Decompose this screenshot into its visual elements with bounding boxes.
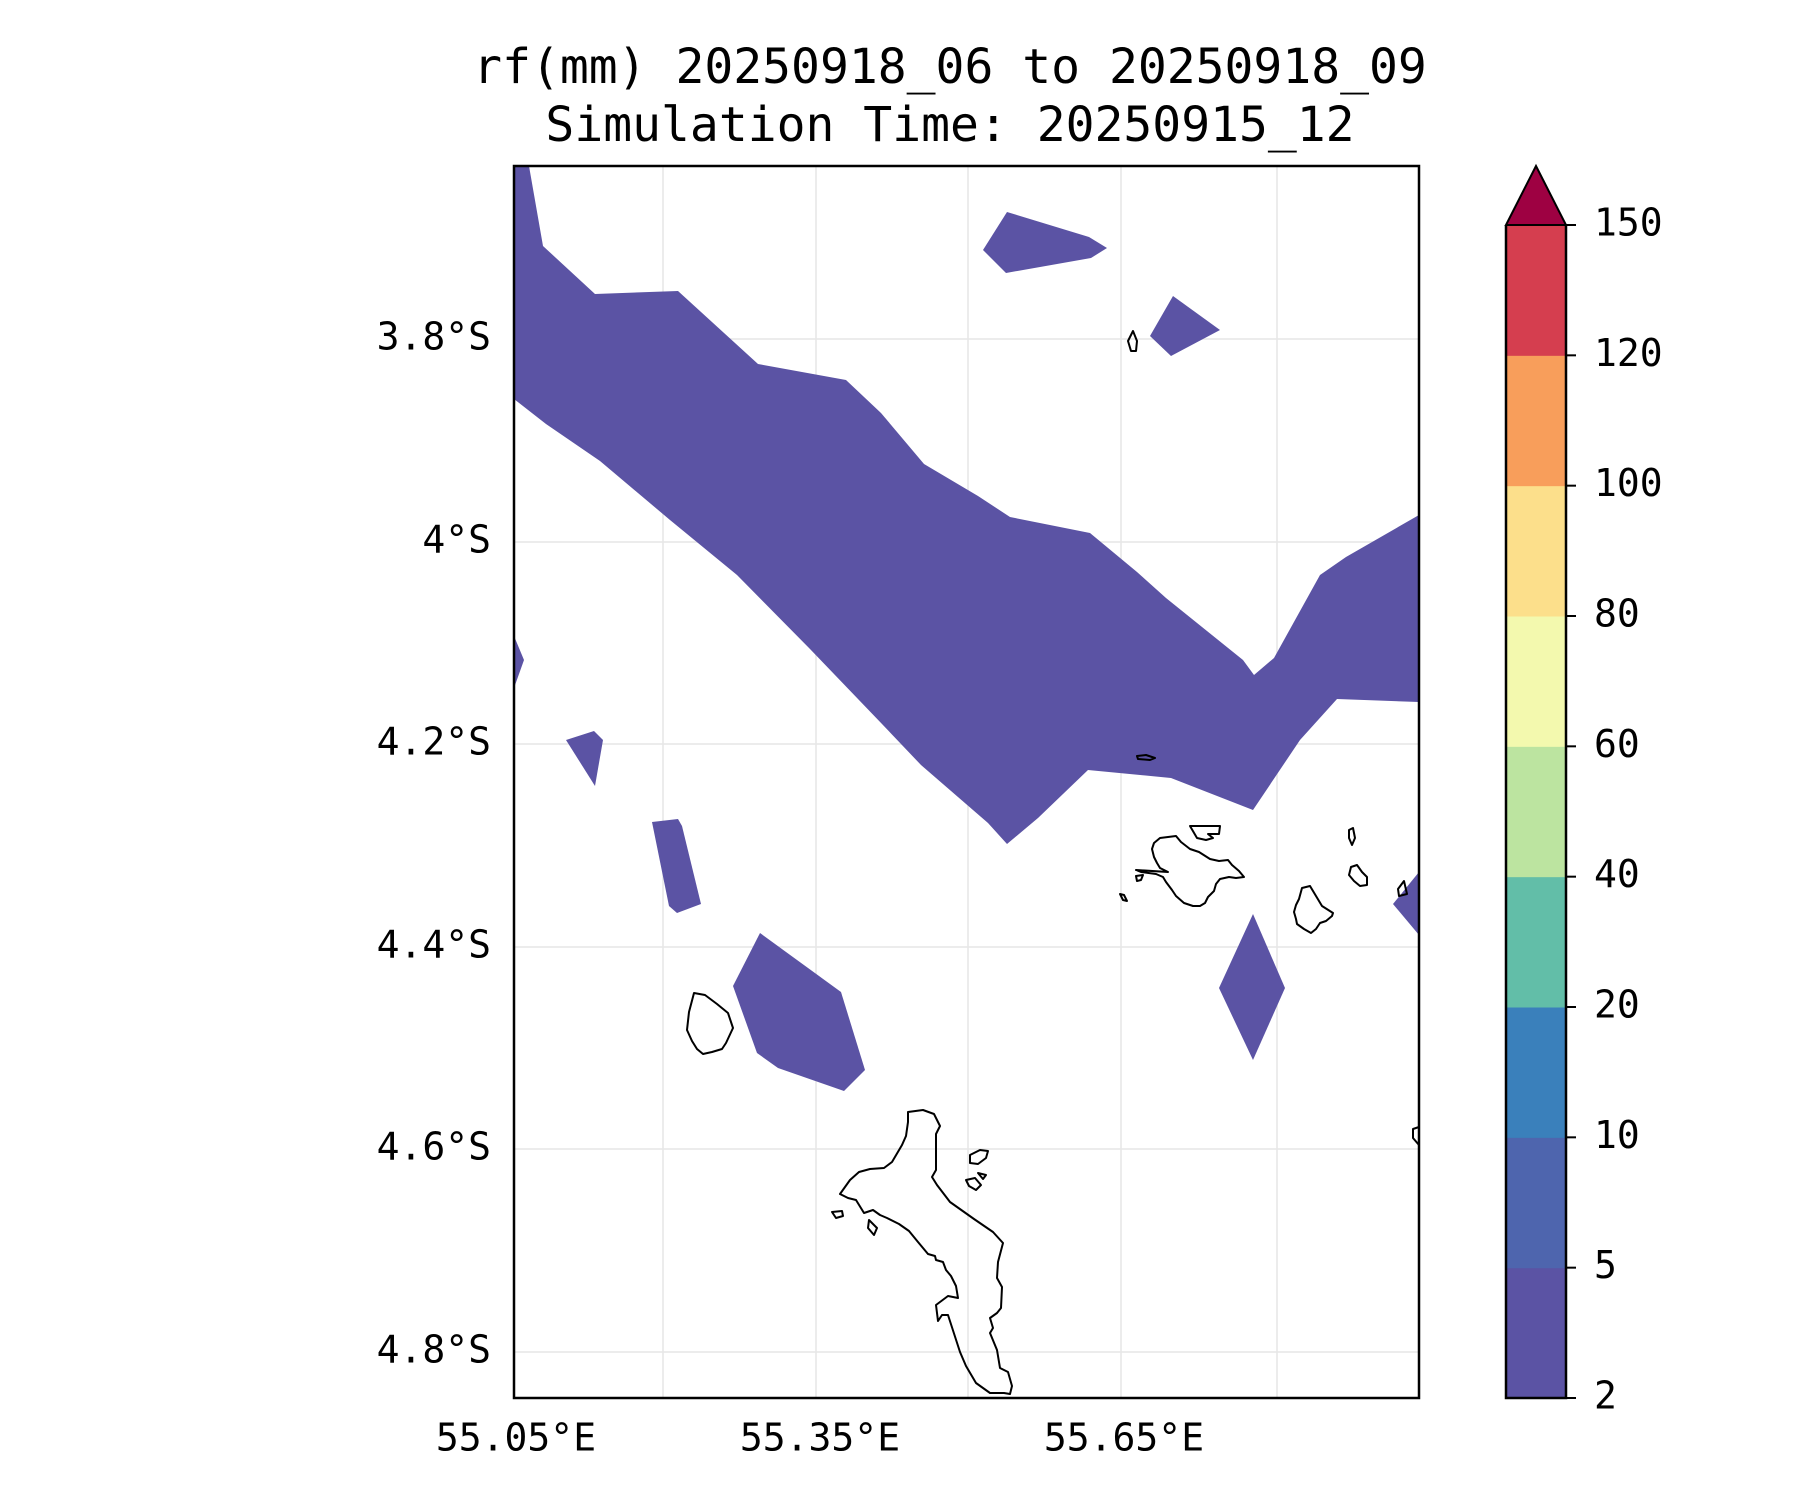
colorbar-tick-label: 150 [1594, 201, 1663, 245]
island-small-11 [867, 1219, 878, 1236]
lon-tick-label: 55.35°E [740, 1416, 900, 1460]
chart-title: rf(mm) 20250918_06 to 20250918_09 Simula… [0, 38, 1800, 154]
colorbar-tick-label: 100 [1594, 461, 1663, 505]
island-small-8 [965, 1177, 982, 1191]
colorbar-segment [1506, 1137, 1566, 1269]
rain-patch-7 [1219, 914, 1285, 1060]
colorbar-tick-label: 10 [1594, 1113, 1640, 1157]
rain-patch-4 [733, 933, 865, 1091]
rain-patch-6 [1150, 296, 1220, 356]
colorbar-extend-arrow [1504, 163, 1568, 226]
island-small-4 [1135, 874, 1144, 882]
lat-tick-label: 3.8°S [377, 315, 491, 359]
lat-tick-label: 4.2°S [377, 720, 491, 764]
island-felicite [1348, 864, 1368, 887]
lon-tick-label: 55.65°E [1044, 1416, 1204, 1460]
colorbar-tick-label: 80 [1594, 592, 1640, 636]
coastlines [686, 330, 1420, 1395]
island-small-6 [1397, 880, 1408, 897]
island-small-10 [831, 1210, 844, 1219]
rain-patch-2 [566, 731, 603, 786]
lat-tick-label: 4.8°S [377, 1328, 491, 1372]
island-la-digue [1293, 885, 1334, 934]
island-praslin [1135, 835, 1245, 907]
colorbar-segment [1506, 355, 1566, 487]
colorbar-tick-label: 120 [1594, 331, 1663, 375]
rainfall-regions [514, 166, 1419, 1091]
island-therese [969, 1149, 989, 1165]
longitude-tick-labels: 55.05°E 55.35°E 55.65°E [436, 1416, 1204, 1460]
colorbar-segment [1506, 746, 1566, 878]
rain-patch-5 [983, 212, 1107, 273]
colorbar-tick-label: 20 [1594, 983, 1640, 1027]
lat-tick-label: 4.4°S [377, 923, 491, 967]
island-mahe [839, 1109, 1013, 1395]
colorbar-segment [1506, 876, 1566, 1008]
colorbar-tick-label: 40 [1594, 852, 1640, 896]
title-line-1: rf(mm) 20250918_06 to 20250918_09 [473, 39, 1427, 95]
rain-patch-3 [652, 819, 701, 913]
colorbar-segment [1506, 1267, 1566, 1399]
colorbar-frame [1504, 225, 1568, 1400]
rain-patch-1 [514, 636, 524, 688]
lon-tick-label: 55.05°E [436, 1416, 596, 1460]
rain-band-main [514, 166, 1419, 844]
island-small-1 [1348, 827, 1356, 846]
colorbar-segment [1506, 225, 1566, 356]
colorbar-segment [1506, 485, 1566, 617]
colorbar-tick-label: 5 [1594, 1243, 1617, 1287]
rain-patch-8 [1393, 872, 1419, 935]
island-small-2 [1127, 330, 1138, 352]
island-small-3 [1136, 754, 1156, 761]
lat-tick-label: 4°S [422, 518, 491, 562]
title-line-2: Simulation Time: 20250915_12 [545, 97, 1355, 153]
colorbar: 2 5 10 20 40 60 80 100 120 150 [1504, 163, 1663, 1418]
island-curieuse [1189, 825, 1221, 841]
island-silhouette [686, 992, 734, 1055]
colorbar-tick-label: 2 [1594, 1374, 1617, 1418]
colorbar-segment [1506, 616, 1566, 747]
colorbar-segment [1506, 1007, 1566, 1138]
lat-tick-label: 4.6°S [377, 1125, 491, 1169]
colorbar-tick-label: 60 [1594, 722, 1640, 766]
island-small-5 [1119, 893, 1128, 902]
island-small-9 [977, 1172, 987, 1180]
latitude-tick-labels: 3.8°S 4°S 4.2°S 4.4°S 4.6°S 4.8°S [377, 315, 491, 1372]
map-frame [512, 164, 1421, 1400]
